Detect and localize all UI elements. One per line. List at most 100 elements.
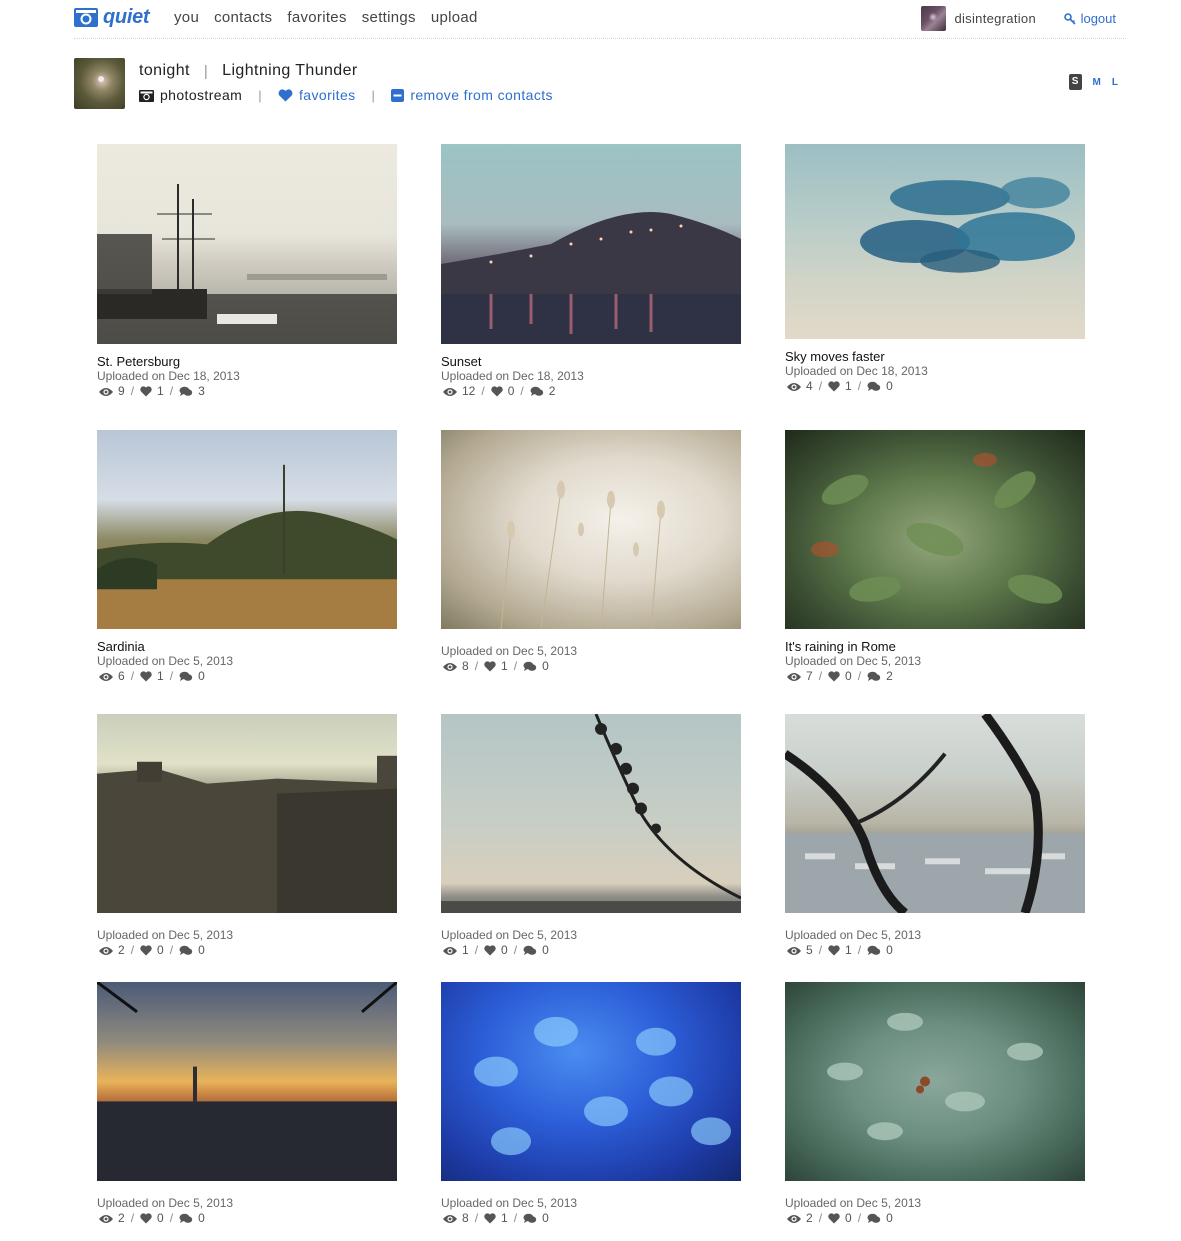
photo-card: Uploaded on Dec 5, 2013 5 / 1 / 0 [785, 714, 1085, 958]
current-user[interactable]: disintegration [921, 6, 1036, 31]
views-stat: 5 [787, 943, 813, 958]
comments-stat: 0 [179, 943, 205, 958]
comments-icon [523, 1213, 537, 1223]
photo-upload-date: Uploaded on Dec 5, 2013 [441, 644, 578, 658]
profile-avatar [74, 58, 125, 109]
heart-icon [140, 945, 152, 956]
favs-stat: 1 [484, 1211, 508, 1226]
photo-stats: 4 / 1 / 0 [785, 379, 1085, 394]
photo-upload-date: Uploaded on Dec 5, 2013 [441, 1196, 578, 1210]
stat-divider: / [818, 943, 823, 957]
heart-icon [828, 381, 840, 392]
favs-stat: 0 [491, 384, 515, 399]
photo-card: Uploaded on Dec 5, 2013 1 / 0 / 0 [441, 714, 741, 958]
favs-stat: 0 [140, 1211, 164, 1226]
photo-upload-date: Uploaded on Dec 5, 2013 [97, 928, 234, 942]
photo-thumbnail[interactable] [441, 982, 741, 1181]
comments-icon [530, 386, 543, 396]
photo-card: Sunset Uploaded on Dec 18, 2013 12 / 0 / 2 [441, 144, 741, 399]
views-count: 9 [118, 384, 125, 398]
views-stat: 8 [443, 1211, 469, 1226]
photo-thumbnail[interactable] [97, 430, 397, 629]
stat-divider: / [857, 1211, 862, 1225]
stat-divider: / [857, 669, 862, 683]
photo-thumbnail[interactable] [441, 144, 741, 344]
views-count: 2 [806, 1211, 813, 1225]
nav-settings[interactable]: settings [361, 9, 416, 26]
size-medium-button[interactable]: M [1092, 76, 1101, 88]
photo-title[interactable]: Sky moves faster [785, 349, 885, 364]
stat-divider: / [130, 943, 135, 957]
comments-count: 3 [198, 384, 205, 398]
views-stat: 2 [99, 943, 125, 958]
stat-divider: / [169, 669, 174, 683]
photo-thumbnail[interactable] [441, 714, 741, 913]
logout-label: logout [1080, 11, 1116, 26]
comments-stat: 0 [523, 659, 549, 674]
comments-stat: 0 [867, 943, 893, 958]
logo-text: quiet [103, 5, 150, 28]
size-small-button[interactable]: S [1068, 74, 1082, 90]
remove-contact-label: remove from contacts [410, 87, 553, 103]
comments-count: 0 [886, 943, 893, 957]
favs-count: 1 [157, 384, 164, 398]
photo-title[interactable]: Sunset [441, 354, 482, 369]
photo-thumbnail[interactable] [97, 714, 397, 913]
heart-icon [484, 945, 496, 956]
photo-card: Uploaded on Dec 5, 2013 2 / 0 / 0 [97, 982, 397, 1226]
nav-upload[interactable]: upload [430, 9, 478, 26]
views-count: 5 [806, 943, 813, 957]
photo-thumbnail[interactable] [785, 714, 1085, 913]
heart-icon [484, 1213, 496, 1224]
photostream-link[interactable]: photostream [139, 87, 242, 103]
heart-icon [828, 671, 840, 682]
photo-upload-date: Uploaded on Dec 18, 2013 [441, 369, 584, 383]
favs-stat: 0 [484, 943, 508, 958]
stat-divider: / [513, 943, 518, 957]
views-count: 7 [806, 669, 813, 683]
favs-count: 0 [157, 1211, 164, 1225]
minus-square-icon [391, 88, 405, 102]
nav-favorites[interactable]: favorites [287, 9, 347, 26]
photo-thumbnail[interactable] [97, 144, 397, 344]
photo-thumbnail[interactable] [97, 982, 397, 1181]
views-stat: 2 [99, 1211, 125, 1226]
photo-card: Uploaded on Dec 5, 2013 2 / 0 / 0 [97, 714, 397, 958]
remove-contact-link[interactable]: remove from contacts [391, 87, 553, 103]
eye-icon [443, 946, 457, 955]
photo-upload-date: Uploaded on Dec 5, 2013 [97, 1196, 234, 1210]
comments-stat: 0 [867, 379, 893, 394]
photo-stats: 12 / 0 / 2 [441, 384, 741, 399]
logo[interactable]: quiet [74, 4, 150, 30]
stat-divider: / [513, 1211, 518, 1225]
photo-thumbnail[interactable] [785, 430, 1085, 629]
logout-link[interactable]: logout [1063, 11, 1116, 26]
photo-thumbnail[interactable] [785, 144, 1085, 339]
photo-stats: 6 / 1 / 0 [97, 669, 397, 684]
stat-divider: / [169, 943, 174, 957]
favorites-link[interactable]: favorites [278, 87, 356, 103]
heart-icon [828, 1213, 840, 1224]
comments-icon [867, 381, 881, 391]
photo-upload-date: Uploaded on Dec 18, 2013 [97, 369, 240, 383]
comments-count: 0 [198, 669, 205, 683]
photo-card: Uploaded on Dec 5, 2013 8 / 1 / 0 [441, 982, 741, 1226]
views-count: 4 [806, 379, 813, 393]
nav-contacts[interactable]: contacts [214, 9, 273, 26]
eye-icon [99, 1214, 113, 1223]
stat-divider: / [474, 659, 479, 673]
photo-title[interactable]: St. Petersburg [97, 354, 181, 369]
size-large-button[interactable]: L [1111, 76, 1118, 88]
favs-count: 0 [507, 384, 515, 398]
photo-thumbnail[interactable] [785, 982, 1085, 1181]
photo-title[interactable]: It's raining in Rome [785, 639, 896, 654]
comments-icon [867, 1213, 881, 1223]
photo-thumbnail[interactable] [441, 430, 741, 629]
nav-you[interactable]: you [174, 9, 200, 26]
photo-upload-date: Uploaded on Dec 5, 2013 [785, 928, 922, 942]
stat-divider: / [130, 1211, 135, 1225]
photo-card: Uploaded on Dec 5, 2013 8 / 1 / 0 [441, 430, 741, 674]
photo-title[interactable]: Sardinia [97, 639, 145, 654]
eye-icon [443, 1214, 457, 1223]
comments-icon [179, 945, 193, 955]
